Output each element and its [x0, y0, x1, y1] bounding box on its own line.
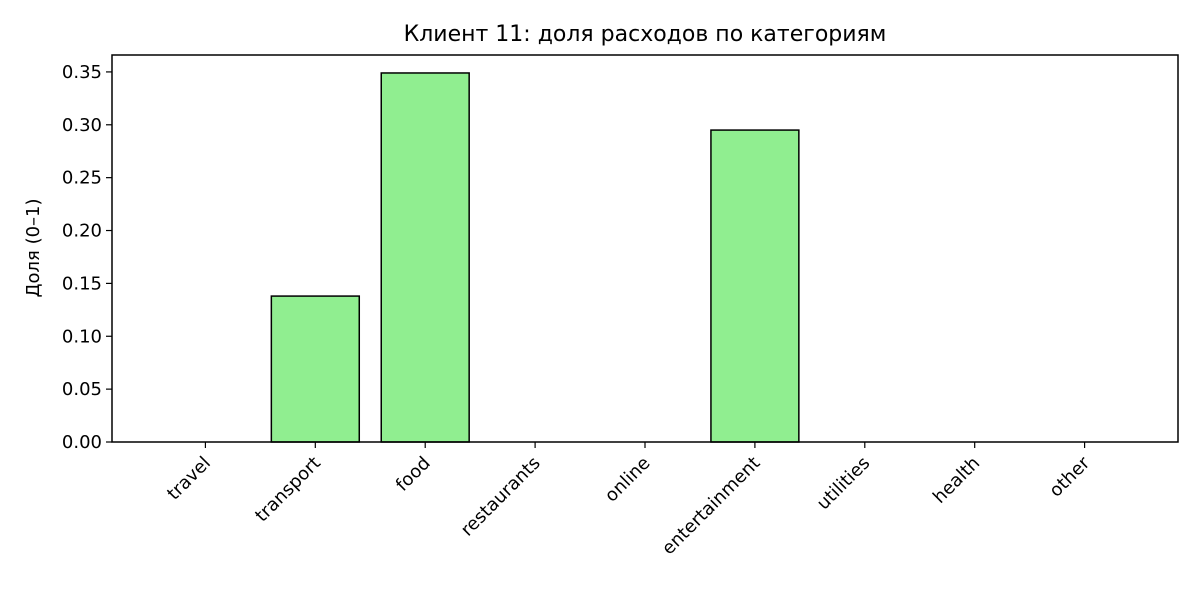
bar-entertainment: [710, 129, 800, 443]
bar-food: [380, 72, 470, 443]
x-tick-label: online: [601, 453, 655, 507]
x-tick-label: transport: [251, 453, 325, 527]
y-tick-label: 0.35: [62, 62, 102, 83]
y-axis-label: Доля (0–1): [23, 198, 44, 297]
x-tick-label: health: [929, 453, 984, 508]
chart-title: Клиент 11: доля расходов по категориям: [404, 22, 887, 47]
y-tick-label: 0.15: [62, 273, 102, 294]
bars: [270, 72, 800, 443]
y-tick-label: 0.00: [62, 432, 102, 453]
y-axis: 0.00 0.05 0.10 0.15 0.20 0.25 0.30 0.35: [62, 62, 112, 453]
x-axis: travel transport food restaurants online ente…: [163, 442, 1095, 559]
x-tick-label: entertainment: [658, 453, 764, 559]
plot-frame: [111, 54, 1179, 443]
bar-transport: [270, 295, 361, 443]
y-tick-label: 0.20: [62, 221, 102, 242]
y-tick-label: 0.30: [62, 115, 102, 136]
y-tick-label: 0.25: [62, 168, 102, 189]
x-tick-label: utilities: [813, 453, 875, 515]
x-tick-label: food: [392, 453, 435, 496]
x-tick-label: travel: [163, 453, 215, 505]
x-tick-label: other: [1045, 452, 1094, 501]
y-tick-label: 0.10: [62, 326, 102, 347]
x-tick-label: restaurants: [457, 453, 545, 541]
y-tick-label: 0.05: [62, 379, 102, 400]
